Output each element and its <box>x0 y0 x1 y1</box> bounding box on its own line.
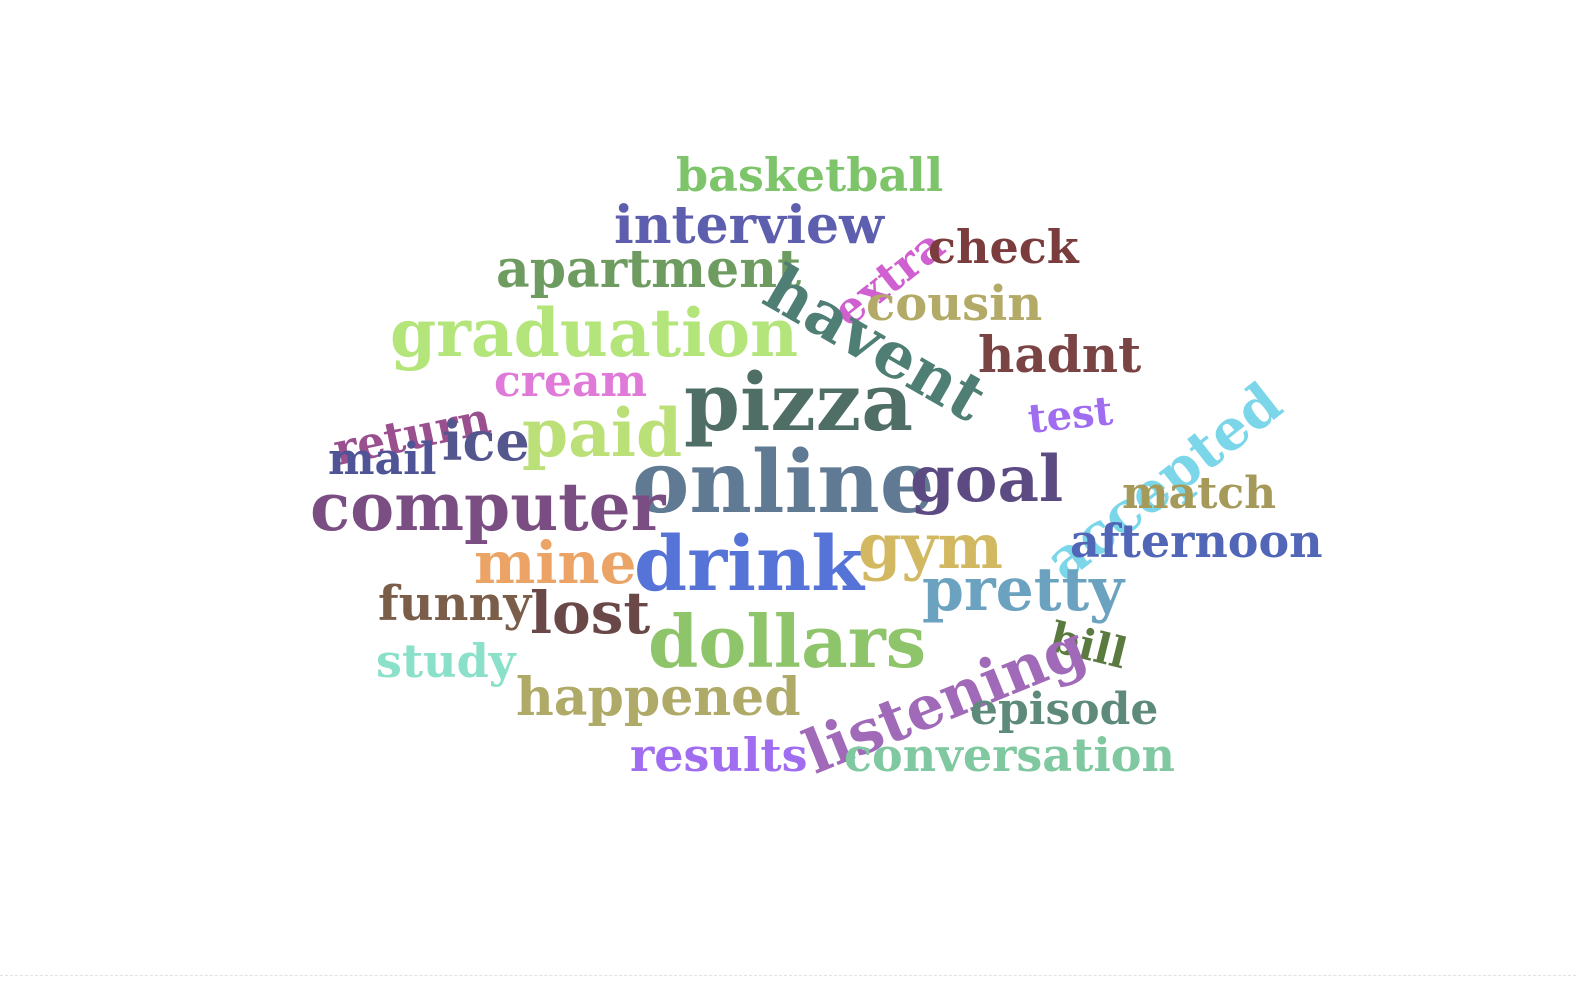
cloud-word-paid: paid <box>522 394 683 472</box>
cloud-word-graduation: graduation <box>390 294 799 372</box>
cloud-word-cream: cream <box>494 356 648 407</box>
cloud-word-hadnt: hadnt <box>978 325 1142 384</box>
cloud-word-match: match <box>1122 468 1277 519</box>
bottom-divider <box>0 975 1576 976</box>
cloud-word-apartment: apartment <box>496 239 802 300</box>
cloud-word-gym: gym <box>858 510 1003 583</box>
cloud-word-mail: mail <box>328 434 437 485</box>
cloud-word-ice: ice <box>442 409 530 473</box>
cloud-word-pizza: pizza <box>684 355 914 449</box>
cloud-word-check: check <box>928 220 1079 274</box>
cloud-word-happened: happened <box>516 667 801 728</box>
cloud-word-goal: goal <box>910 442 1064 517</box>
cloud-word-pretty: pretty <box>922 555 1125 625</box>
cloud-word-computer: computer <box>310 468 666 546</box>
cloud-word-test: test <box>1025 387 1115 443</box>
cloud-word-episode: episode <box>970 684 1159 735</box>
cloud-word-drink: drink <box>634 519 864 608</box>
cloud-word-lost: lost <box>530 579 651 647</box>
cloud-word-online: online <box>632 432 935 533</box>
cloud-word-basketball: basketball <box>676 148 944 202</box>
cloud-word-results: results <box>630 728 808 782</box>
cloud-word-conversation: conversation <box>844 728 1175 782</box>
cloud-word-dollars: dollars <box>648 599 927 684</box>
cloud-word-funny: funny <box>378 576 532 632</box>
cloud-word-afternoon: afternoon <box>1070 514 1323 568</box>
cloud-word-cousin: cousin <box>866 276 1043 332</box>
cloud-word-mine: mine <box>474 529 637 597</box>
cloud-word-interview: interview <box>614 195 884 256</box>
cloud-word-study: study <box>376 634 516 688</box>
